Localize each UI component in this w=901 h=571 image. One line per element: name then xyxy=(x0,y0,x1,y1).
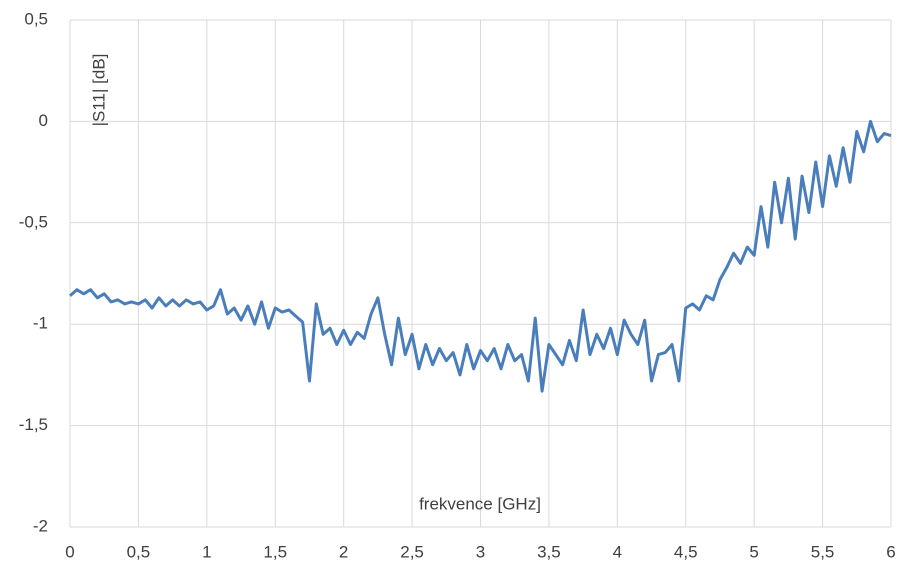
x-tick-label: 2 xyxy=(339,542,348,561)
y-tick-label: 0,5 xyxy=(24,9,48,28)
x-tick-label: 1 xyxy=(202,542,211,561)
y-axis-title: |S11| [dB] xyxy=(89,54,108,127)
x-tick-label: 0 xyxy=(65,542,74,561)
y-tick-label: 0 xyxy=(39,111,48,130)
x-tick-label: 3 xyxy=(476,542,485,561)
x-tick-label: 5,5 xyxy=(811,542,835,561)
x-tick-label: 0,5 xyxy=(127,542,151,561)
x-tick-label: 3,5 xyxy=(537,542,561,561)
y-tick-label: -0,5 xyxy=(19,212,48,231)
y-tick-label: -1,5 xyxy=(19,415,48,434)
y-tick-label: -2 xyxy=(33,516,48,535)
x-tick-label: 2,5 xyxy=(400,542,424,561)
y-tick-label: -1 xyxy=(33,314,48,333)
x-tick-label: 6 xyxy=(886,542,895,561)
x-axis-title: frekvence [GHz] xyxy=(419,494,541,513)
x-tick-label: 5 xyxy=(749,542,758,561)
x-tick-label: 1,5 xyxy=(263,542,287,561)
x-tick-label: 4,5 xyxy=(674,542,698,561)
x-tick-label: 4 xyxy=(613,542,622,561)
data-line xyxy=(69,119,892,393)
